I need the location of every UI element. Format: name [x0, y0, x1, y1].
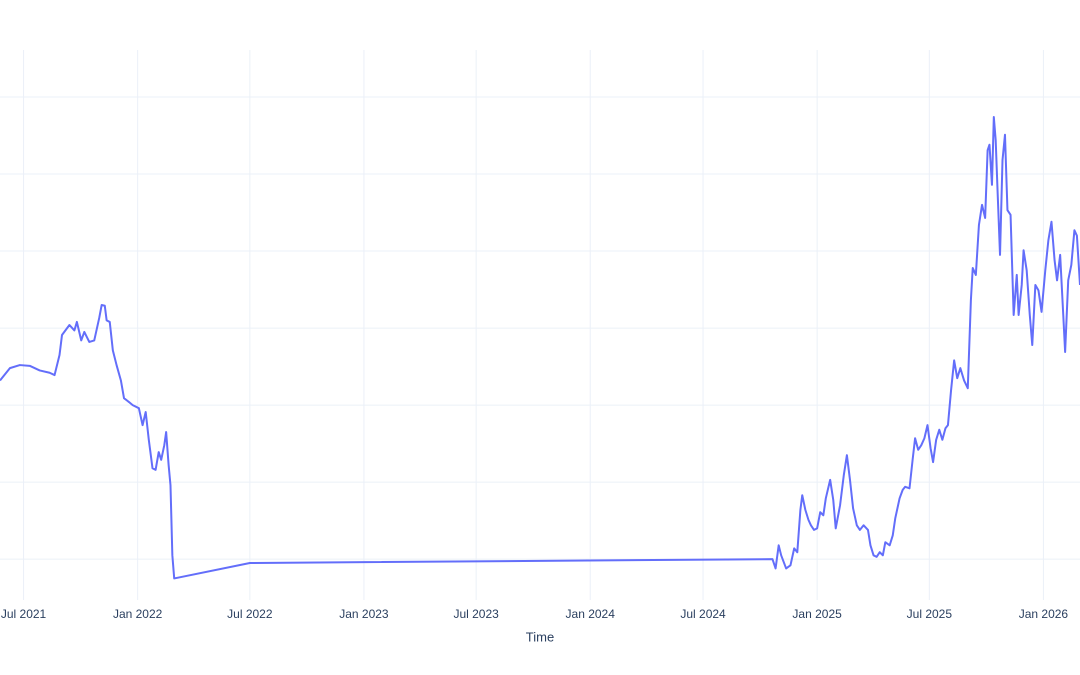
line	[0, 116, 1080, 580]
grid	[0, 50, 1080, 600]
x-tick-label: Jul 2022	[227, 607, 273, 621]
x-tick-label: Jul 2024	[680, 607, 726, 621]
x-tick-label: Jul 2023	[453, 607, 499, 621]
x-tick-label: Jan 2024	[566, 607, 616, 621]
x-tick-label: Jul 2021	[1, 607, 47, 621]
x-tick-label: Jan 2025	[792, 607, 842, 621]
x-tick-label: Jan 2022	[113, 607, 163, 621]
x-tick-label: Jan 2023	[339, 607, 389, 621]
plot-area	[0, 116, 1080, 580]
x-tick-label: Jul 2025	[907, 607, 953, 621]
x-tick-label: Jan 2026	[1019, 607, 1069, 621]
x-axis-title: Time	[526, 629, 554, 644]
